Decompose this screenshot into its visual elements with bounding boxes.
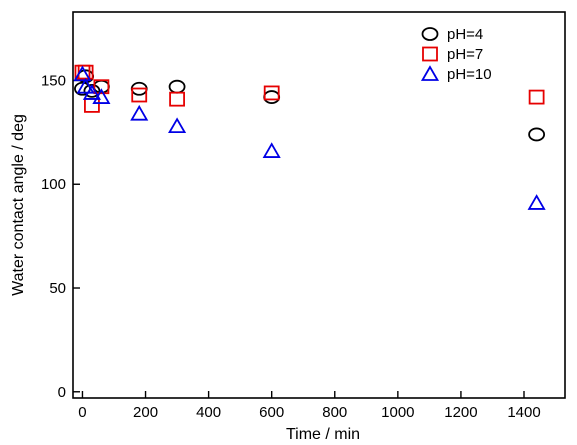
legend-marker-triangle — [420, 65, 440, 81]
x-tick-label: 600 — [259, 404, 284, 421]
ticks-layer: 0 200 400 600 800 1000 1200 1400 0 50 100 150 — [41, 72, 541, 421]
x-axis-label: Time / min — [286, 426, 360, 443]
data-point-square — [93, 79, 110, 95]
x-tick-label: 1400 — [507, 404, 540, 421]
x-tick-label: 0 — [78, 404, 86, 421]
y-tick-label: 150 — [41, 72, 66, 89]
data-point-triangle — [262, 142, 281, 158]
data-point-triangle — [76, 77, 95, 94]
x-tick-label: 1000 — [381, 404, 414, 421]
data-point-square — [263, 85, 280, 101]
data-point-square — [84, 97, 100, 113]
data-point-triangle — [168, 117, 187, 134]
data-point-triangle — [130, 104, 149, 121]
data-point-square — [528, 89, 545, 105]
data-point-circle — [168, 79, 186, 94]
legend-marker-circle — [421, 27, 439, 41]
data-point-triangle — [73, 65, 92, 82]
data-point-triangle — [92, 88, 111, 104]
data-point-circle — [528, 127, 546, 142]
plot-frame — [72, 11, 566, 399]
legend: pH=4 pH=7 pH=10 — [420, 26, 492, 83]
legend-label: pH=4 — [447, 26, 483, 43]
x-tick-label: 800 — [322, 404, 347, 421]
legend-label: pH=7 — [447, 46, 483, 63]
y-tick-label: 100 — [41, 176, 66, 193]
y-axis-label: Water contact angle / deg — [10, 114, 27, 296]
legend-label: pH=10 — [447, 66, 492, 83]
data-marks — [73, 64, 546, 210]
legend-marker-square — [422, 46, 438, 62]
x-tick-label: 200 — [133, 404, 158, 421]
data-point-triangle — [527, 194, 546, 210]
y-tick-label: 50 — [49, 280, 66, 297]
data-point-triangle — [82, 84, 101, 100]
x-tick-label: 400 — [196, 404, 221, 421]
data-point-square — [169, 91, 185, 107]
x-tick-label: 1200 — [444, 404, 477, 421]
y-tick-label: 0 — [58, 384, 66, 401]
data-point-circle — [263, 90, 281, 104]
data-point-square — [131, 87, 148, 103]
